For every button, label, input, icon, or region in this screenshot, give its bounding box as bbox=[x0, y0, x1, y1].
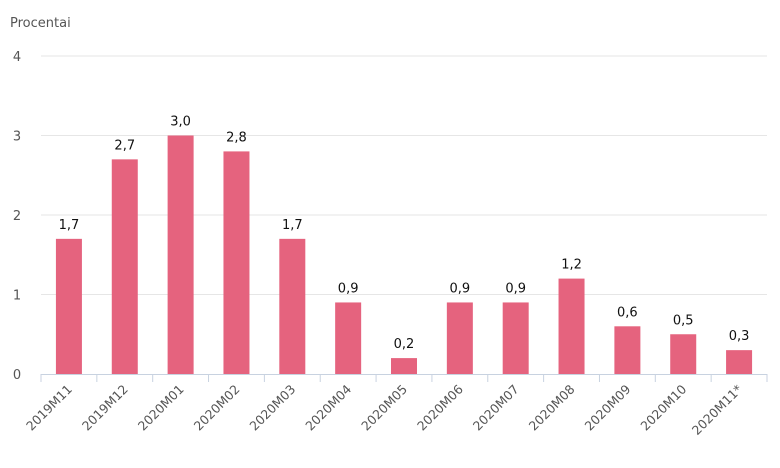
data-label: 0,9 bbox=[450, 281, 471, 296]
x-tick-label: 2020M07 bbox=[470, 382, 522, 434]
y-axis-unit-label: Procentai bbox=[10, 16, 71, 31]
x-tick-label: 2019M12 bbox=[79, 382, 131, 434]
data-labels: 1,7 2,7 3,0 2,8 1,7 0,9 0,2 0,9 0,9 1,2 0,6 0,5 0,3 bbox=[59, 115, 750, 353]
x-tick-label: 2020M09 bbox=[582, 381, 634, 433]
bar bbox=[614, 326, 641, 374]
bar bbox=[279, 238, 306, 374]
x-axis: 2019M11 2019M12 2020M01 2020M02 2020M03 2020M… bbox=[23, 374, 768, 438]
bar bbox=[335, 302, 362, 374]
data-label: 2,8 bbox=[226, 130, 247, 145]
data-label: 1,2 bbox=[561, 258, 582, 273]
data-label: 2,7 bbox=[114, 138, 135, 153]
x-tick-label: 2020M02 bbox=[191, 382, 243, 434]
data-label: 1,7 bbox=[282, 218, 303, 233]
x-tick-label: 2020M04 bbox=[302, 381, 354, 433]
x-tick-label: 2020M01 bbox=[135, 382, 187, 434]
bar bbox=[726, 350, 753, 374]
data-label: 1,7 bbox=[59, 218, 80, 233]
data-label: 0,9 bbox=[338, 281, 359, 296]
x-tick-label: 2020M10 bbox=[637, 381, 689, 433]
bar bbox=[502, 302, 529, 374]
data-label: 0,5 bbox=[673, 313, 694, 328]
bar bbox=[446, 302, 473, 374]
x-tick-label: 2020M08 bbox=[526, 381, 578, 433]
y-tick-label: 4 bbox=[13, 50, 21, 65]
bar bbox=[670, 334, 697, 374]
bar bbox=[223, 151, 250, 374]
bar bbox=[391, 358, 417, 374]
gridlines bbox=[41, 55, 767, 295]
x-tick-label: 2020M03 bbox=[246, 382, 298, 434]
x-tick-label: 2020M05 bbox=[358, 382, 410, 434]
bar bbox=[558, 278, 585, 374]
y-tick-label: 2 bbox=[13, 209, 21, 224]
data-label: 0,6 bbox=[617, 305, 638, 320]
y-tick-label: 0 bbox=[13, 368, 21, 383]
y-tick-label: 1 bbox=[13, 289, 21, 304]
data-label: 3,0 bbox=[170, 115, 191, 130]
y-axis: 0 1 2 3 4 bbox=[13, 50, 21, 383]
y-tick-label: 3 bbox=[13, 130, 21, 145]
bars bbox=[55, 135, 753, 374]
bar bbox=[167, 135, 194, 374]
bar bbox=[55, 238, 82, 374]
x-tick-label: 2020M11* bbox=[689, 382, 745, 438]
x-tick-label: 2020M06 bbox=[414, 381, 466, 433]
data-label: 0,3 bbox=[729, 329, 750, 344]
bar bbox=[111, 159, 138, 374]
data-label: 0,2 bbox=[394, 337, 415, 352]
data-label: 0,9 bbox=[505, 281, 526, 296]
x-tick-label: 2019M11 bbox=[23, 382, 75, 434]
